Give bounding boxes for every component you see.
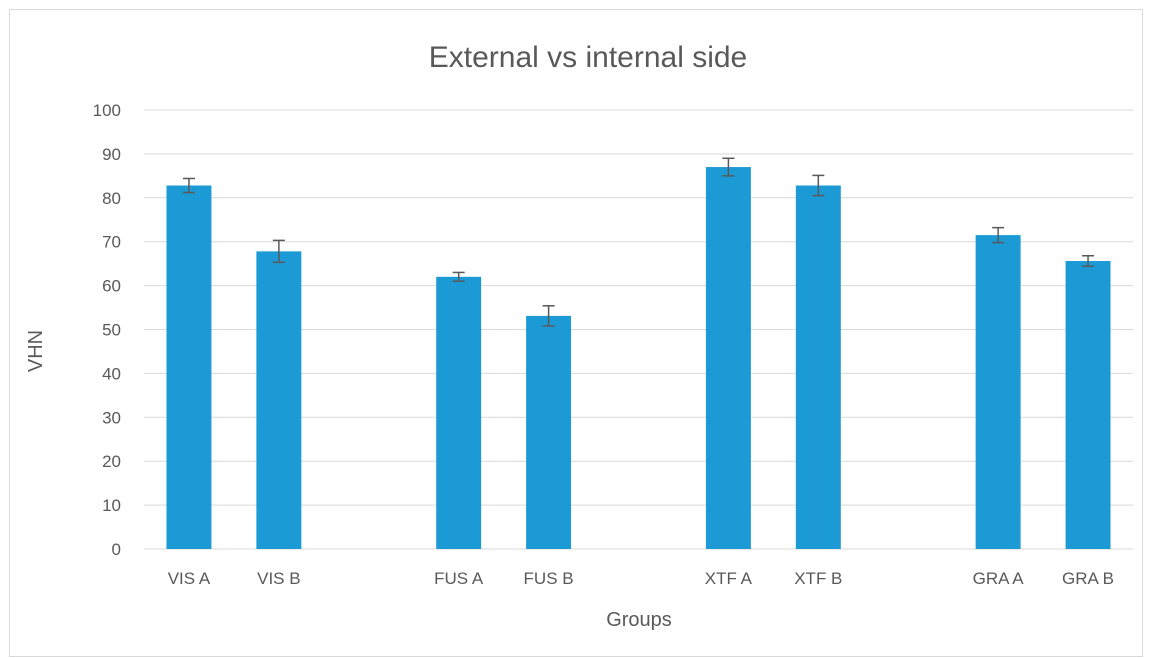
y-tick-label: 100 xyxy=(93,101,121,120)
y-tick-label: 70 xyxy=(102,233,121,252)
chart-title: External vs internal side xyxy=(429,41,748,74)
x-tick-label: VIS A xyxy=(168,569,211,588)
x-tick-label: FUS A xyxy=(434,569,484,588)
bar xyxy=(705,167,751,549)
y-tick-label: 50 xyxy=(102,321,121,340)
x-axis-label: Groups xyxy=(606,609,672,631)
gridlines xyxy=(144,109,1133,550)
bar xyxy=(436,276,482,549)
y-tick-label: 0 xyxy=(112,540,121,559)
bar xyxy=(166,185,212,549)
bars xyxy=(166,167,1111,550)
x-axis-ticks: VIS A VIS B FUS A FUS B XTF A XTF B GRA A GRA B xyxy=(168,569,1114,588)
y-axis-ticks: 0 10 20 30 40 50 60 70 80 90 100 xyxy=(93,101,121,559)
x-tick-label: XTF B xyxy=(794,569,842,588)
bar xyxy=(526,315,572,549)
y-tick-label: 40 xyxy=(102,364,121,383)
y-tick-label: 80 xyxy=(102,189,121,208)
x-tick-label: XTF A xyxy=(705,569,753,588)
x-tick-label: VIS B xyxy=(257,569,300,588)
bar xyxy=(795,185,841,549)
y-tick-label: 60 xyxy=(102,277,121,296)
y-tick-label: 30 xyxy=(102,408,121,427)
bar xyxy=(256,251,302,549)
error-bars xyxy=(182,157,1095,327)
y-axis-label: VHN xyxy=(25,330,47,372)
y-tick-label: 20 xyxy=(102,452,121,471)
x-tick-label: GRA A xyxy=(973,569,1025,588)
y-tick-label: 90 xyxy=(102,145,121,164)
bar xyxy=(1065,261,1111,549)
bar xyxy=(975,235,1021,550)
x-tick-label: GRA B xyxy=(1062,569,1114,588)
x-tick-label: FUS B xyxy=(524,569,574,588)
y-tick-label: 10 xyxy=(102,496,121,515)
